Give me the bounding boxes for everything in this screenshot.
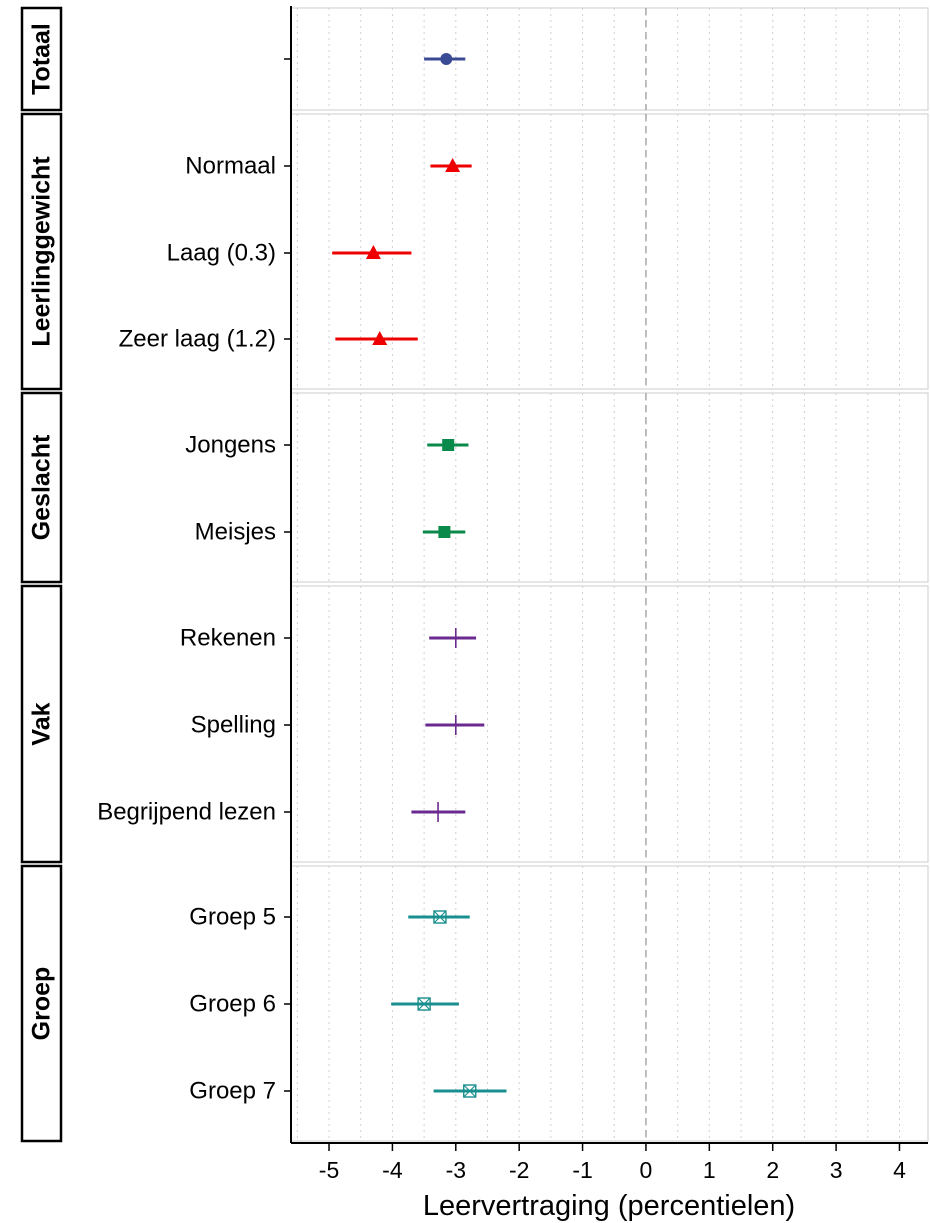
strip-box bbox=[20, 584, 63, 864]
panel-background bbox=[291, 866, 928, 1141]
x-tick-label: -1 bbox=[572, 1157, 592, 1183]
row-label: Begrijpend lezen bbox=[97, 799, 276, 826]
row-label: Groep 5 bbox=[189, 904, 276, 931]
x-tick-label: 0 bbox=[640, 1157, 653, 1183]
panel-backgrounds bbox=[291, 8, 928, 1141]
estimate-point bbox=[417, 997, 431, 1011]
x-tick-label: -5 bbox=[319, 1157, 339, 1183]
x-tick-label: 4 bbox=[893, 1157, 906, 1183]
facet-strips: Totaal Leerlinggewicht Geslacht Vak Groep bbox=[20, 6, 63, 1143]
estimate-cross bbox=[433, 910, 447, 924]
estimate-point bbox=[442, 439, 455, 451]
x-tick-label: -2 bbox=[509, 1157, 529, 1183]
row-label: Laag (0.3) bbox=[167, 240, 276, 267]
strip-label: Totaal bbox=[28, 23, 56, 95]
x-axis-ticks: -5 -4 -3 -2 -1 0 1 2 3 4 bbox=[319, 1143, 906, 1183]
strip-label: Leerlinggewicht bbox=[28, 156, 56, 347]
strip-box bbox=[20, 112, 63, 391]
x-tick-label: 2 bbox=[766, 1157, 779, 1183]
strip-box bbox=[20, 864, 63, 1143]
strip-label: Groep bbox=[28, 967, 56, 1041]
panel-background bbox=[291, 586, 928, 862]
x-tick-label: -4 bbox=[382, 1157, 403, 1183]
estimate-point bbox=[365, 245, 381, 259]
strip-label: Geslacht bbox=[28, 434, 56, 540]
estimate-point bbox=[372, 331, 388, 345]
x-axis-title: Leervertraging (percentielen) bbox=[423, 1190, 795, 1222]
row-label: Groep 6 bbox=[189, 991, 276, 1018]
panel-background bbox=[291, 393, 928, 582]
strip-box bbox=[20, 391, 63, 584]
axes bbox=[284, 6, 928, 1144]
estimate-cross bbox=[417, 997, 431, 1011]
estimate-box bbox=[417, 997, 431, 1011]
row-label: Spelling bbox=[191, 712, 276, 739]
y-axis-labels: Normaal Laag (0.3) Zeer laag (1.2) Jongens M… bbox=[97, 153, 276, 1105]
estimates bbox=[332, 53, 507, 1098]
strip-label: Vak bbox=[28, 702, 56, 745]
x-tick-label: -3 bbox=[446, 1157, 466, 1183]
estimate-box bbox=[463, 1084, 477, 1098]
panel-background bbox=[291, 8, 928, 110]
row-label: Zeer laag (1.2) bbox=[119, 326, 276, 353]
estimate-point bbox=[433, 910, 447, 924]
row-label: Groep 7 bbox=[189, 1078, 276, 1105]
strip-box bbox=[20, 6, 63, 112]
row-label: Rekenen bbox=[180, 625, 276, 652]
row-label: Meisjes bbox=[195, 519, 276, 546]
estimate-cross bbox=[463, 1084, 477, 1098]
estimate-box bbox=[433, 910, 447, 924]
x-tick-label: 3 bbox=[830, 1157, 843, 1183]
estimate-point bbox=[445, 158, 461, 172]
row-label: Jongens bbox=[185, 432, 276, 459]
estimate-point bbox=[440, 53, 453, 65]
estimate-point bbox=[438, 526, 451, 538]
estimate-point bbox=[463, 1084, 477, 1098]
row-label: Normaal bbox=[185, 153, 276, 180]
x-tick-label: 1 bbox=[703, 1157, 716, 1183]
